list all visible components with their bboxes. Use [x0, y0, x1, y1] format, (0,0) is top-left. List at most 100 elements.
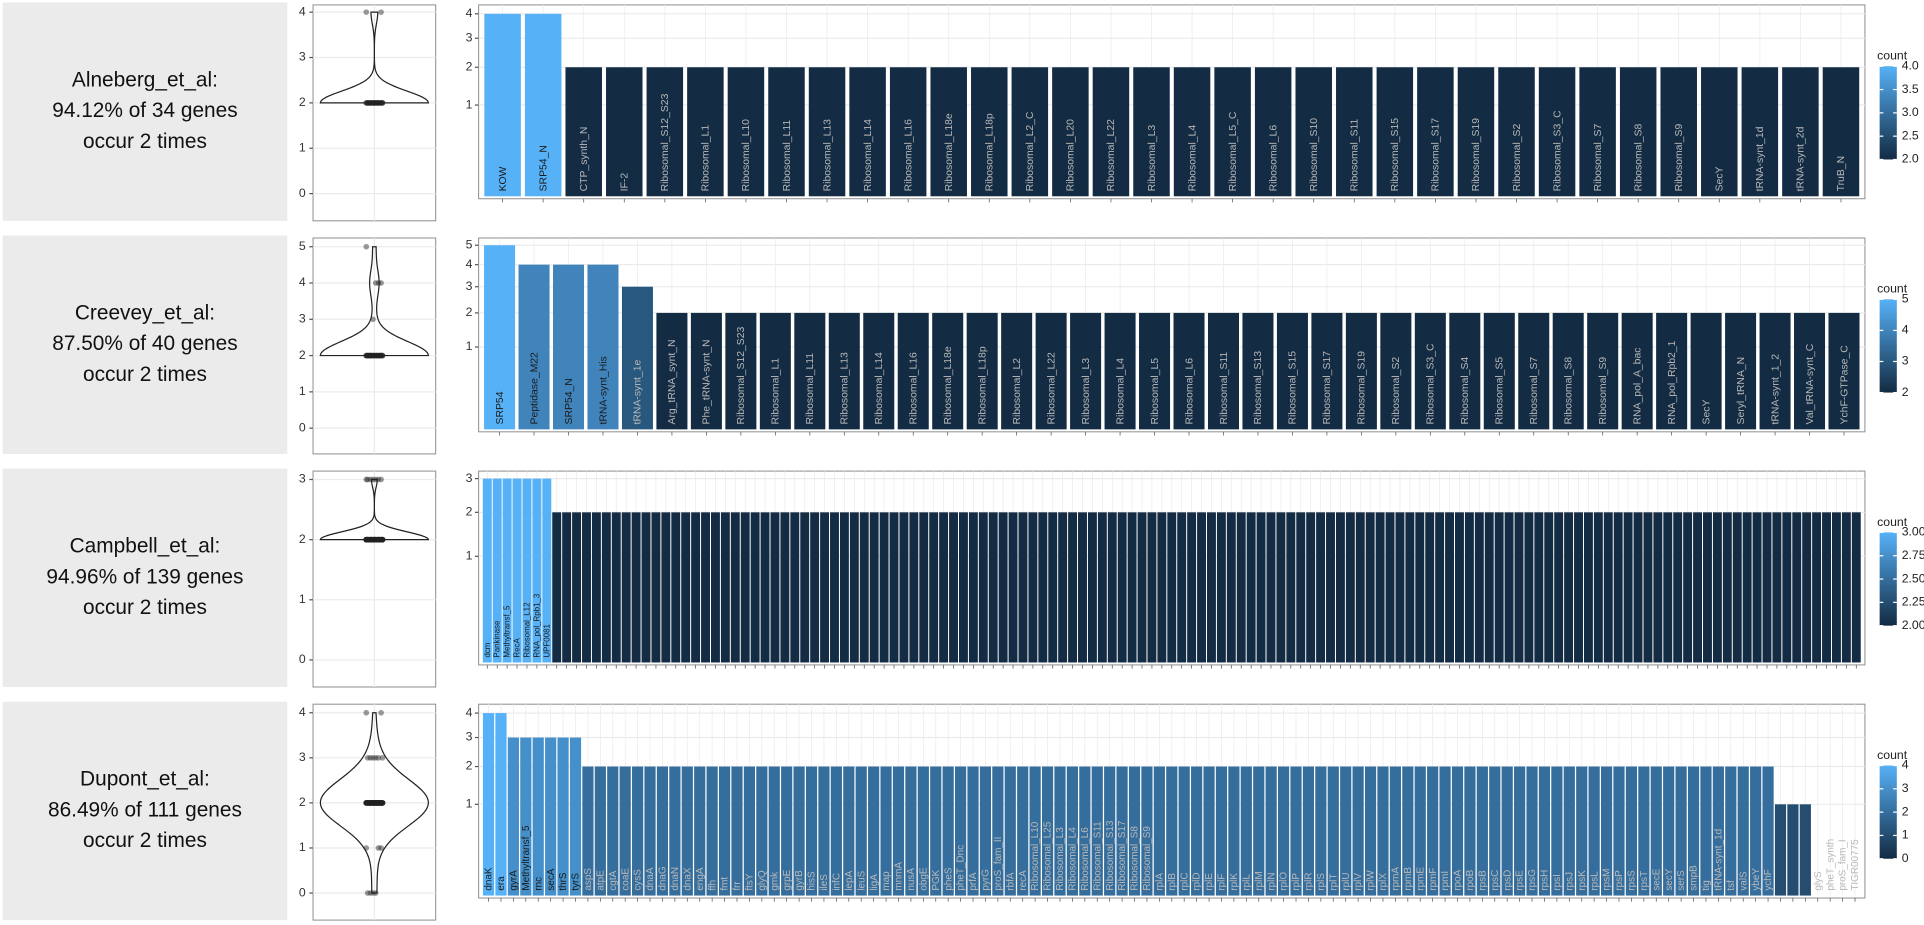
- bar: [1673, 512, 1683, 663]
- violin-point: [376, 800, 383, 806]
- violin-point: [375, 800, 382, 806]
- violin-point: [367, 536, 374, 543]
- bar: [843, 766, 855, 896]
- bar: [1712, 766, 1724, 896]
- bar-label: gyrB: [794, 870, 805, 891]
- bar: [1214, 67, 1251, 197]
- y-tick-label: 3: [466, 30, 473, 44]
- bar: [1445, 512, 1455, 663]
- bar-label: cysS: [633, 869, 644, 891]
- bar: [1759, 312, 1791, 430]
- violin-point: [376, 800, 383, 806]
- bar: [1242, 312, 1274, 430]
- bar-label: RNA_pol_Rpb2_1: [1667, 340, 1678, 424]
- bar-label: rpsJ: [1564, 872, 1575, 891]
- violin-point: [367, 536, 374, 543]
- bar: [1107, 512, 1117, 663]
- violin-point: [370, 536, 376, 543]
- violin-point: [363, 536, 370, 543]
- bar: [1286, 512, 1296, 663]
- violin-point: [371, 352, 378, 359]
- bar: [1011, 67, 1049, 197]
- violin-point: [374, 536, 380, 543]
- violin-point: [366, 536, 372, 543]
- violin-point: [366, 800, 372, 806]
- bar: [621, 512, 631, 663]
- bar-label: tsf: [1726, 880, 1737, 891]
- bar: [1822, 67, 1860, 197]
- violin-point: [372, 100, 379, 106]
- violin-point: [372, 352, 379, 359]
- bar: [1365, 512, 1375, 663]
- bar: [1117, 512, 1127, 663]
- bar: [1004, 766, 1016, 896]
- bar-label: SRP54_N: [564, 378, 575, 424]
- bar: [992, 766, 1004, 896]
- violin-point: [363, 800, 370, 806]
- bar-label: Ribosomal_S11: [1350, 118, 1361, 191]
- violin-point: [364, 536, 371, 543]
- bar: [1638, 766, 1650, 896]
- violin-point: [378, 536, 384, 543]
- violin-point: [364, 100, 371, 106]
- bar: [681, 512, 691, 663]
- bar: [725, 312, 757, 430]
- bar: [1841, 512, 1851, 663]
- violin-point: [376, 352, 383, 359]
- violin-point: [364, 800, 371, 806]
- bar: [1191, 766, 1203, 896]
- bar: [1794, 312, 1826, 430]
- bar-label: tRNA-synt_1d: [1713, 829, 1724, 891]
- bar-label: proS_fam_I: [1838, 839, 1849, 890]
- colorbar-label: 2.00: [1902, 618, 1924, 632]
- bar: [740, 512, 750, 663]
- violin-point: [372, 536, 379, 543]
- violin-point: [364, 800, 371, 806]
- bar: [790, 512, 800, 663]
- bar-label: Ribosomal_S19: [1471, 118, 1482, 192]
- panel-label: occur 2 times: [83, 130, 207, 153]
- violin-point: [363, 536, 370, 543]
- violin-point: [374, 800, 380, 806]
- bar-label: SRP54_N: [538, 145, 549, 191]
- violin-point: [378, 536, 384, 543]
- violin-point: [363, 800, 370, 806]
- violin-point: [371, 536, 378, 543]
- violin-tick-label: 0: [299, 420, 306, 434]
- bar-label: SecY: [1701, 400, 1712, 425]
- colorbar-label: 4.0: [1902, 58, 1919, 72]
- violin-point: [371, 800, 378, 806]
- violin-point: [374, 536, 380, 543]
- violin-point: [368, 536, 375, 543]
- bar-label: rplF: [1217, 874, 1228, 891]
- bar: [1277, 766, 1290, 896]
- violin-point: [379, 100, 386, 106]
- colorbar-label: 5: [1902, 292, 1909, 306]
- bar-label: rpsD: [1502, 870, 1513, 891]
- violin-point: [374, 352, 380, 359]
- bar: [1166, 766, 1178, 896]
- bar-label: rpmF: [1428, 867, 1439, 890]
- bar: [1498, 67, 1535, 197]
- violin-point: [375, 536, 382, 543]
- bar: [1457, 67, 1495, 197]
- bar: [1028, 512, 1038, 663]
- bar: [1246, 512, 1256, 663]
- violin-point: [368, 352, 375, 359]
- bar: [1732, 512, 1742, 663]
- violin-tick-label: 1: [299, 592, 306, 606]
- violin-point: [372, 890, 379, 896]
- bar: [1141, 766, 1153, 896]
- bar: [1693, 512, 1703, 663]
- bar-label: rpsE: [1515, 870, 1526, 891]
- violin-point: [372, 100, 379, 106]
- violin-point: [363, 536, 370, 543]
- bar-label: Ribosomal_L5_C: [1228, 111, 1239, 191]
- bar: [601, 512, 611, 663]
- bar: [562, 512, 572, 663]
- bar: [1052, 67, 1089, 197]
- bar: [1139, 312, 1171, 430]
- bar: [859, 512, 869, 663]
- violin-point: [379, 536, 386, 543]
- bar: [800, 512, 810, 663]
